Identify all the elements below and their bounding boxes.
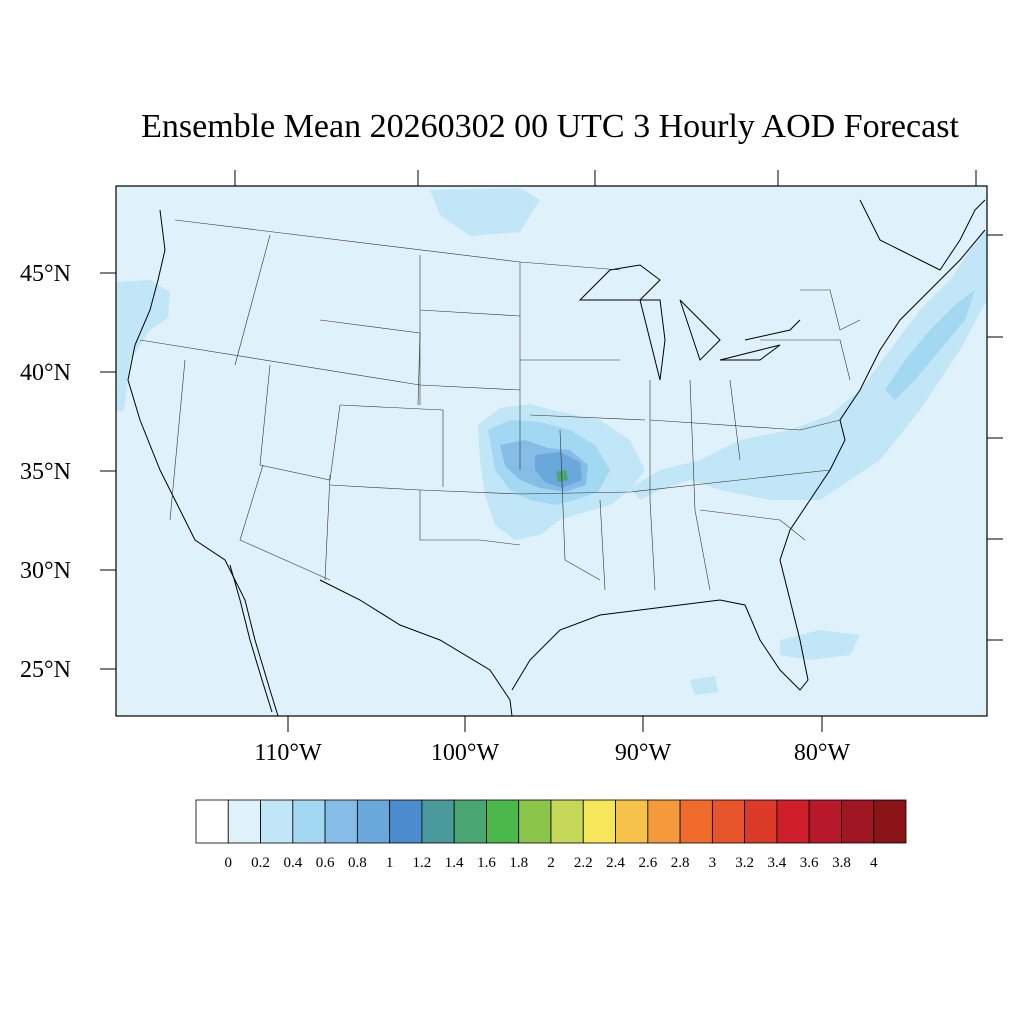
state-boundaries <box>139 219 861 591</box>
aod-patch-pacific-northwest <box>116 280 170 412</box>
colorbar-tick-label: 3.8 <box>832 855 851 871</box>
colorbar-tick-label: 1.4 <box>445 855 464 871</box>
colorbar-swatch <box>744 799 778 844</box>
longitude-labels: 110°W 100°W 90°W 80°W <box>254 740 850 766</box>
colorbar-tick-label: 2 <box>547 855 555 871</box>
lon-label-80w: 80°W <box>794 740 851 766</box>
colorbar-swatch <box>389 799 423 844</box>
aod-patch-gulf-small <box>690 676 718 695</box>
gulf-coast <box>319 229 986 717</box>
colorbar-tick-label: 3.4 <box>768 855 787 871</box>
map-title: Ensemble Mean 20260302 00 UTC 3 Hourly A… <box>141 108 959 145</box>
colorbar-swatch <box>518 799 552 844</box>
colorbar-swatch <box>421 799 455 844</box>
colorbar-tick-label: 3.6 <box>800 855 819 871</box>
colorbar-swatch <box>615 799 649 844</box>
coastline-outlines <box>127 199 986 717</box>
colorbar-labels: 0 0.2 0.4 0.6 0.8 1 1.2 1.4 1.6 1.8 2 2.2 2.4 2.6 2.8 3… <box>225 855 878 871</box>
lat-label-30: 30°N <box>20 558 71 584</box>
map-frame <box>115 185 988 717</box>
colorbar-swatch <box>453 799 487 844</box>
colorbar-swatch <box>582 799 616 844</box>
colorbar-tick-label: 1.2 <box>413 855 432 871</box>
aod-patch-atlantic-core <box>885 290 975 400</box>
colorbar-tick-label: 2.8 <box>671 855 690 871</box>
colorbar-tick-label: 0.2 <box>251 855 270 871</box>
colorbar-swatch <box>776 799 810 844</box>
colorbar-tick-label: 1.8 <box>509 855 528 871</box>
canada-coast <box>859 199 986 271</box>
baja-coast <box>229 564 273 713</box>
colorbar-tick-label: 1 <box>386 855 394 871</box>
colorbar-tick-label: 2.6 <box>638 855 657 871</box>
latitude-labels: 45°N 40°N 35°N 30°N 25°N <box>20 261 71 683</box>
great-lakes <box>578 264 801 381</box>
colorbar-swatch <box>873 799 907 844</box>
lon-label-100w: 100°W <box>431 740 500 766</box>
colorbar-swatch <box>550 799 584 844</box>
colorbar-tick-label: 0 <box>225 855 233 871</box>
lat-label-40: 40°N <box>20 360 71 386</box>
colorbar-swatch <box>324 799 358 844</box>
aod-patch-plains-core <box>535 452 582 488</box>
aod-patch-canada-north <box>430 188 540 236</box>
colorbar-tick-label: 2.2 <box>574 855 593 871</box>
colorbar-swatch <box>711 799 746 844</box>
lon-label-110w: 110°W <box>254 740 322 766</box>
lat-label-45: 45°N <box>20 261 71 287</box>
colorbar <box>195 799 907 844</box>
colorbar-swatch <box>841 799 875 844</box>
colorbar-swatch <box>292 799 326 844</box>
colorbar-swatch <box>486 799 520 844</box>
colorbar-tick-label: 3 <box>709 855 717 871</box>
colorbar-swatch <box>808 799 842 844</box>
aod-patch-gulf <box>780 630 860 660</box>
west-coast <box>127 209 279 717</box>
colorbar-tick-label: 1.6 <box>477 855 496 871</box>
colorbar-tick-label: 0.4 <box>283 855 302 871</box>
colorbar-tick-label: 2.4 <box>606 855 625 871</box>
colorbar-tick-label: 0.8 <box>348 855 367 871</box>
lat-label-35: 35°N <box>20 459 71 485</box>
lon-label-90w: 90°W <box>615 740 672 766</box>
axis-ticks <box>100 170 1003 732</box>
colorbar-swatch <box>647 799 681 844</box>
colorbar-swatch <box>195 799 229 844</box>
colorbar-tick-label: 3.2 <box>735 855 754 871</box>
colorbar-tick-label: 0.6 <box>316 855 335 871</box>
aod-patch-atlantic-plume <box>630 230 987 500</box>
colorbar-tick-label: 4 <box>870 855 878 871</box>
colorbar-swatch <box>356 799 391 844</box>
colorbar-swatch <box>679 799 713 844</box>
colorbar-swatch <box>260 799 294 844</box>
colorbar-swatch <box>227 799 261 844</box>
lat-label-25: 25°N <box>20 657 71 683</box>
